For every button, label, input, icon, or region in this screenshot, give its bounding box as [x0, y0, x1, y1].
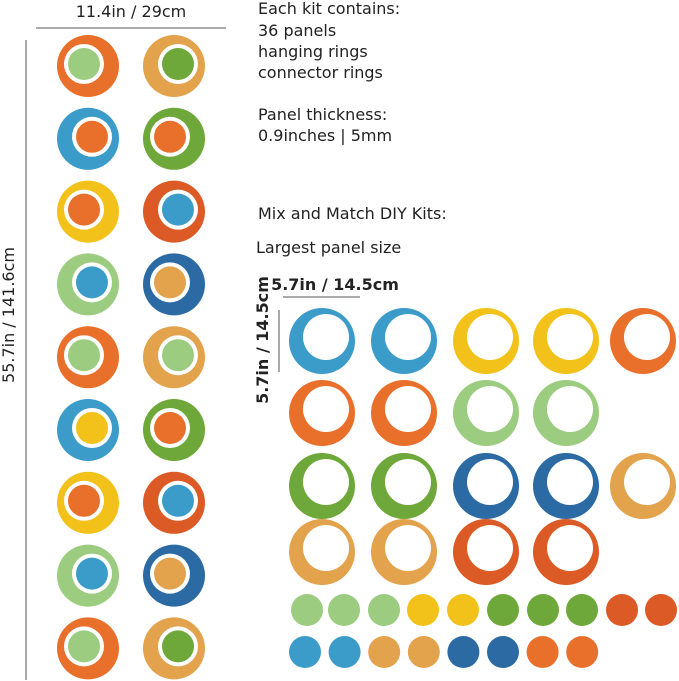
panels [57, 35, 677, 680]
cutout-hole [385, 314, 431, 360]
panel-width-label: 5.7in / 14.5cm [271, 275, 399, 294]
cutout-hole [303, 459, 349, 505]
panel-insert [68, 630, 100, 663]
cutout-hole [547, 386, 593, 432]
small-panel [566, 636, 599, 668]
cutout-hole [624, 459, 670, 505]
small-panel [368, 636, 401, 668]
panel-insert [162, 339, 194, 372]
small-panel [328, 636, 361, 668]
panel-insert [76, 412, 108, 444]
cutout-hole [385, 459, 431, 505]
panel-insert [162, 193, 194, 226]
small-panel [606, 594, 638, 626]
small-panel [566, 594, 598, 626]
small-panel [407, 636, 440, 668]
cutout-hole [467, 525, 513, 571]
small-panel [328, 594, 360, 626]
panel-insert [162, 48, 194, 80]
small-panel [527, 594, 559, 626]
width-label: 11.4in / 29cm [76, 2, 187, 21]
small-panel [487, 594, 519, 626]
panel-insert [76, 557, 108, 590]
cutout-hole [547, 314, 593, 360]
cutout-hole [303, 386, 349, 432]
cutout-hole [385, 525, 431, 571]
small-panel [407, 594, 439, 626]
panel-insert [154, 557, 186, 590]
thickness-value: 0.9inches | 5mm [258, 126, 392, 145]
small-panel [487, 636, 519, 668]
panel-insert [68, 339, 100, 372]
small-panel [447, 594, 479, 626]
panel-insert [68, 484, 100, 517]
largest-title: Largest panel size [256, 238, 401, 257]
panel-insert [76, 266, 108, 299]
panel-height-label: 5.7in / 14.5cm [253, 276, 272, 404]
panel-insert [154, 412, 186, 444]
panel-insert [68, 48, 100, 80]
cutout-hole [303, 314, 349, 360]
panel-insert [162, 484, 194, 517]
cutout-hole [303, 525, 349, 571]
small-panel [289, 636, 321, 668]
cutout-hole [547, 459, 593, 505]
contents-title: Each kit contains: [258, 0, 400, 18]
contents-item: hanging rings [258, 42, 368, 61]
small-panel [291, 594, 323, 626]
panel-insert [76, 120, 108, 153]
small-panel [526, 636, 559, 668]
cutout-hole [467, 386, 513, 432]
contents-item: connector rings [258, 63, 383, 82]
cutout-hole [624, 314, 670, 360]
cutout-hole [547, 525, 593, 571]
small-panel [645, 594, 677, 626]
panel-insert [68, 193, 100, 226]
height-label: 55.7in / 141.6cm [0, 247, 18, 383]
contents-item: 36 panels [258, 21, 336, 40]
cutout-hole [467, 314, 513, 360]
thickness-title: Panel thickness: [258, 105, 387, 124]
small-panel [368, 594, 400, 626]
small-panel [447, 636, 480, 668]
panel-insert [154, 120, 186, 153]
panel-insert [162, 630, 194, 663]
panel-insert [154, 266, 186, 299]
cutout-hole [385, 386, 431, 432]
mix-title: Mix and Match DIY Kits: [258, 204, 447, 223]
cutout-hole [467, 459, 513, 505]
